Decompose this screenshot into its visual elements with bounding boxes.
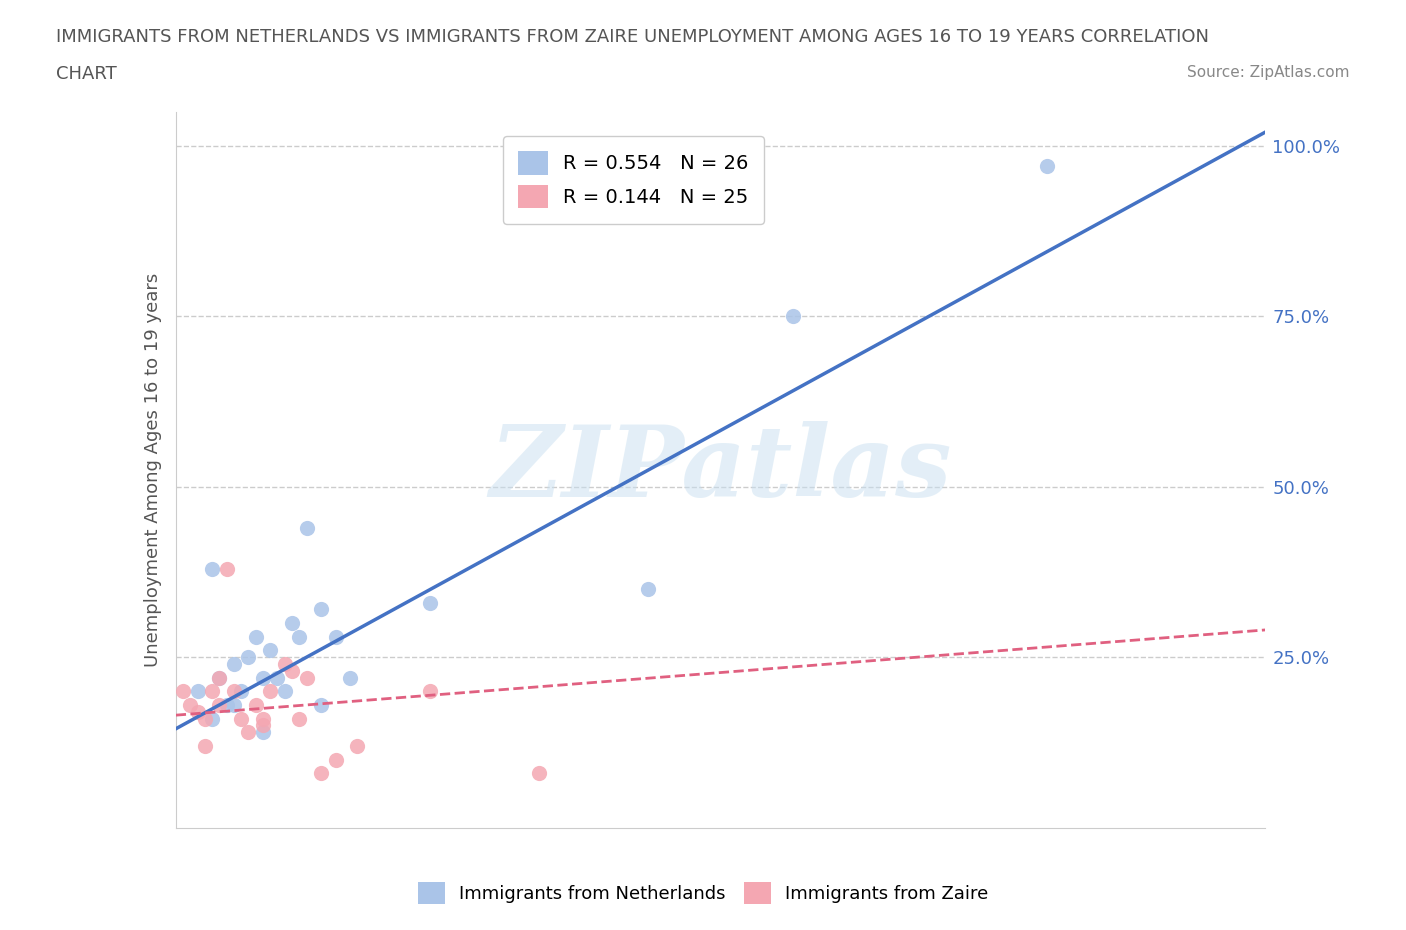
Point [201, 561, 224, 576]
Point [201, 684, 224, 698]
Point [179, 698, 201, 712]
Point [281, 616, 304, 631]
Text: CHART: CHART [56, 65, 117, 83]
Point [295, 520, 318, 535]
Legend: R = 0.554   N = 26, R = 0.144   N = 25: R = 0.554 N = 26, R = 0.144 N = 25 [503, 136, 763, 224]
Point [782, 309, 804, 324]
Point [252, 718, 274, 733]
Point [325, 630, 347, 644]
Point [194, 738, 217, 753]
Point [201, 711, 224, 726]
Point [245, 698, 267, 712]
Point [252, 724, 274, 739]
Text: IMMIGRANTS FROM NETHERLANDS VS IMMIGRANTS FROM ZAIRE UNEMPLOYMENT AMONG AGES 16 : IMMIGRANTS FROM NETHERLANDS VS IMMIGRANT… [56, 28, 1209, 46]
Point [238, 650, 260, 665]
Point [419, 684, 441, 698]
Point [266, 671, 288, 685]
Point [231, 711, 253, 726]
Point [194, 711, 217, 726]
Point [215, 698, 238, 712]
Point [208, 698, 231, 712]
Point [222, 698, 245, 712]
Point [186, 704, 209, 719]
Point [637, 581, 659, 596]
Point [527, 765, 550, 780]
Point [309, 698, 332, 712]
Point [252, 671, 274, 685]
Point [238, 724, 260, 739]
Point [208, 671, 231, 685]
Point [309, 602, 332, 617]
Point [231, 684, 253, 698]
Point [252, 711, 274, 726]
Point [172, 684, 194, 698]
Point [288, 711, 311, 726]
Point [281, 663, 304, 678]
Point [215, 561, 238, 576]
Legend: Immigrants from Netherlands, Immigrants from Zaire: Immigrants from Netherlands, Immigrants … [411, 875, 995, 911]
Point [325, 752, 347, 767]
Point [245, 630, 267, 644]
Y-axis label: Unemployment Among Ages 16 to 19 years: Unemployment Among Ages 16 to 19 years [143, 272, 162, 667]
Point [259, 643, 281, 658]
Point [274, 684, 297, 698]
Point [222, 684, 245, 698]
Text: Source: ZipAtlas.com: Source: ZipAtlas.com [1187, 65, 1350, 80]
Point [346, 738, 368, 753]
Point [288, 630, 311, 644]
Point [1036, 159, 1059, 174]
Point [295, 671, 318, 685]
Point [339, 671, 361, 685]
Point [186, 684, 209, 698]
Point [222, 657, 245, 671]
Text: ZIPatlas: ZIPatlas [489, 421, 952, 518]
Point [259, 684, 281, 698]
Point [274, 657, 297, 671]
Point [419, 595, 441, 610]
Point [208, 671, 231, 685]
Point [309, 765, 332, 780]
